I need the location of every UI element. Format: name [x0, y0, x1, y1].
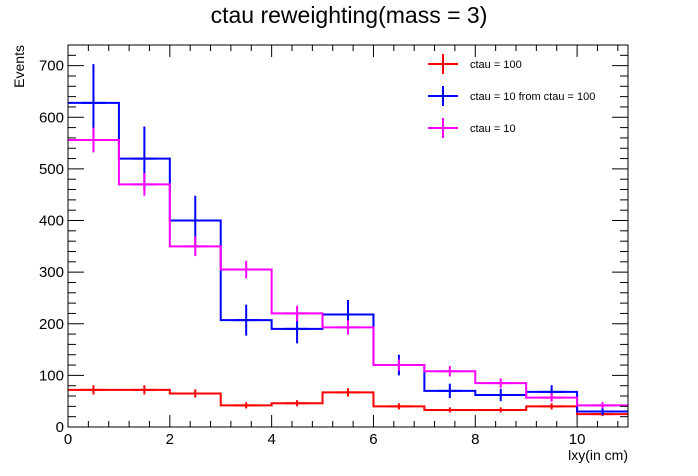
x-tick-label: 6	[369, 431, 377, 448]
histogram-line	[68, 101, 628, 413]
y-tick-label: 500	[39, 161, 64, 178]
legend-label: ctau = 10	[470, 123, 516, 135]
y-tick-label: 0	[56, 419, 64, 436]
x-tick-label: 8	[471, 431, 479, 448]
legend-label: ctau = 10 from ctau = 100	[470, 91, 595, 103]
legend-label: ctau = 100	[470, 59, 522, 71]
histogram-line	[68, 138, 628, 407]
y-tick-label: 200	[39, 316, 64, 333]
y-tick-label: 700	[39, 58, 64, 75]
chart-title: ctau reweighting(mass = 3)	[210, 2, 488, 28]
x-axis-label: lxy(in cm)	[568, 447, 628, 463]
legend: ctau = 100 ctau = 10 from ctau = 100 ctau …	[428, 54, 595, 138]
plot-frame	[67, 44, 629, 428]
y-tick-label: 400	[39, 213, 64, 230]
x-tick-label: 10	[569, 431, 586, 448]
legend-entry: ctau = 100	[428, 54, 522, 74]
x-tick-label: 2	[166, 431, 174, 448]
series-1	[68, 385, 628, 417]
series-2	[68, 64, 628, 416]
legend-entry: ctau = 10 from ctau = 100	[428, 86, 595, 106]
legend-entry: ctau = 10	[428, 118, 516, 138]
y-tick-label: 300	[39, 264, 64, 281]
series-layer	[68, 64, 628, 417]
y-tick-label: 600	[39, 109, 64, 126]
x-tick-label: 0	[64, 431, 72, 448]
x-tick-label: 4	[267, 431, 275, 448]
series-3	[68, 127, 628, 409]
y-axis-label: Events	[11, 45, 27, 88]
y-tick-label: 100	[39, 367, 64, 384]
